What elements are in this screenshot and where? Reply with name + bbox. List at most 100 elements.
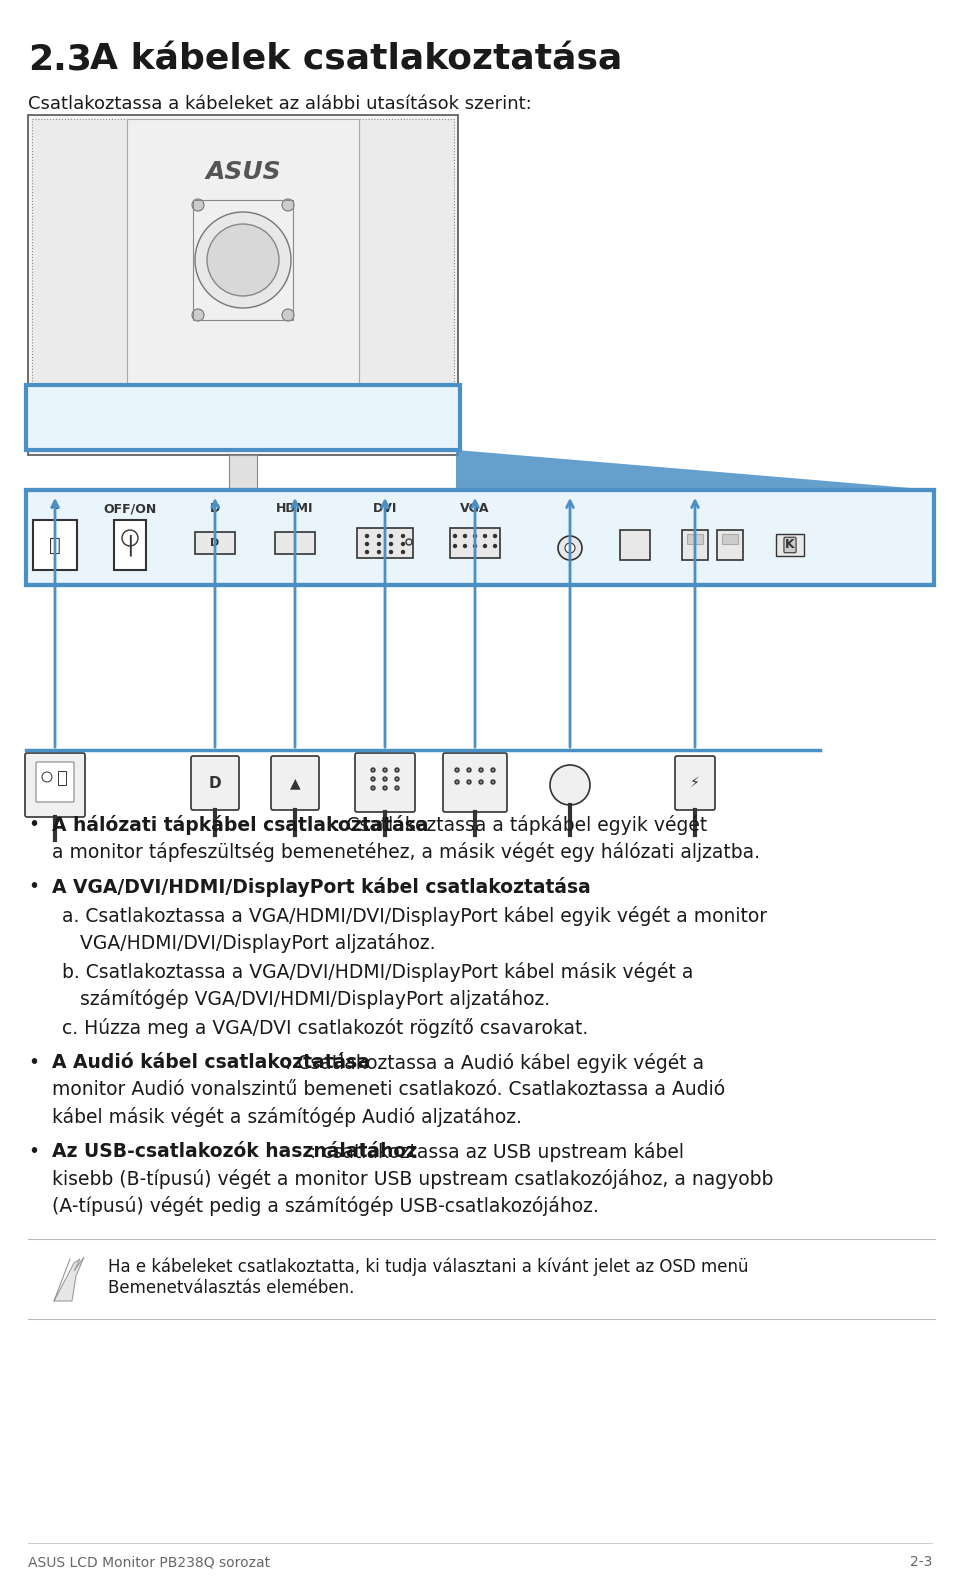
Text: •: • [28, 877, 39, 896]
Text: •: • [28, 1053, 39, 1072]
Bar [357, 527, 413, 557]
Bar [26, 491, 934, 584]
Text: : Csatlakoztassa a Audió kábel egyik végét a: : Csatlakoztassa a Audió kábel egyik vég… [285, 1053, 705, 1073]
Text: Ha e kábeleket csatlakoztatta, ki tudja választani a kívánt jelet az OSD menü: Ha e kábeleket csatlakoztatta, ki tudja … [108, 1258, 749, 1275]
Circle shape [479, 769, 483, 772]
Bar [33, 519, 77, 570]
Circle shape [192, 310, 204, 321]
Polygon shape [54, 1258, 84, 1301]
Circle shape [366, 551, 369, 554]
Circle shape [464, 535, 467, 537]
FancyBboxPatch shape [25, 753, 85, 816]
Text: számítógép VGA/DVI/HDMI/DisplayPort aljzatához.: számítógép VGA/DVI/HDMI/DisplayPort aljz… [80, 989, 550, 1008]
Circle shape [467, 769, 471, 772]
Text: Az USB-csatlakozók használatához: Az USB-csatlakozók használatához [52, 1142, 418, 1161]
Text: A kábelek csatlakoztatása: A kábelek csatlakoztatása [90, 41, 622, 76]
Circle shape [390, 535, 393, 537]
Circle shape [558, 537, 582, 561]
Text: HDMI: HDMI [276, 502, 314, 515]
Circle shape [550, 765, 590, 805]
Text: ⚡: ⚡ [690, 777, 700, 789]
Text: b. Csatlakoztassa a VGA/DVI/HDMI/DisplayPort kábel másik végét a: b. Csatlakoztassa a VGA/DVI/HDMI/Display… [62, 962, 693, 981]
Text: a. Csatlakoztassa a VGA/HDMI/DVI/DisplayPort kábel egyik végét a monitor: a. Csatlakoztassa a VGA/HDMI/DVI/Display… [62, 907, 767, 926]
Text: Csatlakoztassa a kábeleket az alábbi utasítások szerint:: Csatlakoztassa a kábeleket az alábbi uta… [28, 95, 532, 113]
Text: a monitor tápfeszültség bemenetéhez, a másik végét egy hálózati aljzatba.: a monitor tápfeszültség bemenetéhez, a m… [52, 842, 760, 862]
Circle shape [473, 545, 476, 548]
Text: ▲: ▲ [290, 777, 300, 789]
Circle shape [377, 551, 380, 554]
Circle shape [366, 543, 369, 546]
Circle shape [401, 551, 404, 554]
Circle shape [122, 530, 138, 546]
Text: VGA: VGA [460, 502, 490, 515]
Circle shape [383, 786, 387, 789]
FancyBboxPatch shape [271, 756, 319, 810]
Bar [26, 384, 460, 449]
Circle shape [377, 535, 380, 537]
Circle shape [282, 198, 294, 211]
Bar [58, 772, 66, 784]
Circle shape [401, 535, 404, 537]
Text: 2-3: 2-3 [910, 1555, 932, 1569]
Bar [722, 534, 738, 545]
Text: monitor Audió vonalszintű bemeneti csatlakozó. Csatlakoztassa a Audió: monitor Audió vonalszintű bemeneti csatl… [52, 1080, 725, 1099]
Bar [229, 456, 257, 530]
Circle shape [491, 769, 495, 772]
Text: •: • [28, 1142, 39, 1161]
Bar [776, 534, 804, 556]
Bar [168, 530, 318, 548]
Text: •: • [28, 815, 39, 834]
Text: D: D [210, 502, 220, 515]
Bar [275, 532, 315, 554]
Circle shape [484, 545, 487, 548]
Text: ~: ~ [50, 502, 60, 515]
Circle shape [455, 769, 459, 772]
Circle shape [406, 538, 412, 545]
Circle shape [493, 545, 496, 548]
Circle shape [401, 543, 404, 546]
FancyBboxPatch shape [443, 753, 507, 811]
FancyBboxPatch shape [191, 756, 239, 810]
Polygon shape [456, 449, 934, 491]
Bar [114, 519, 146, 570]
Circle shape [366, 535, 369, 537]
Text: :: : [439, 877, 444, 896]
Circle shape [491, 780, 495, 784]
Circle shape [453, 545, 457, 548]
Text: ⏻: ⏻ [49, 535, 60, 554]
Bar [193, 200, 293, 321]
Text: A Audió kábel csatlakoztatása: A Audió kábel csatlakoztatása [52, 1053, 370, 1072]
Text: K: K [785, 538, 795, 551]
Circle shape [493, 535, 496, 537]
Bar [687, 534, 703, 545]
Circle shape [390, 543, 393, 546]
Circle shape [383, 777, 387, 781]
Circle shape [479, 780, 483, 784]
Circle shape [192, 198, 204, 211]
Circle shape [390, 551, 393, 554]
Bar [620, 530, 650, 561]
Text: 2.3: 2.3 [28, 41, 92, 76]
Bar [682, 530, 708, 561]
FancyBboxPatch shape [355, 753, 415, 811]
Circle shape [464, 545, 467, 548]
Text: kisebb (B-típusú) végét a monitor USB upstream csatlakozójához, a nagyobb: kisebb (B-típusú) végét a monitor USB up… [52, 1169, 774, 1189]
Text: kábel másik végét a számítógép Audió aljzatához.: kábel másik végét a számítógép Audió alj… [52, 1107, 522, 1127]
Bar [32, 119, 127, 451]
Text: OFF/ON: OFF/ON [104, 502, 156, 515]
Circle shape [484, 535, 487, 537]
Circle shape [195, 213, 291, 308]
Text: D: D [208, 775, 222, 791]
Circle shape [207, 224, 279, 295]
Text: D: D [210, 538, 220, 548]
Text: Bemenetválasztás elemében.: Bemenetválasztás elemében. [108, 1278, 354, 1297]
FancyBboxPatch shape [675, 756, 715, 810]
Bar [359, 119, 454, 451]
Circle shape [453, 535, 457, 537]
Bar [28, 114, 458, 456]
Text: : Csatlakoztassa a tápkábel egyik végét: : Csatlakoztassa a tápkábel egyik végét [334, 815, 707, 835]
Circle shape [42, 772, 52, 781]
Circle shape [371, 769, 375, 772]
Text: : csatlakoztassa az USB upstream kábel: : csatlakoztassa az USB upstream kábel [309, 1142, 684, 1162]
Text: |: | [126, 534, 133, 556]
